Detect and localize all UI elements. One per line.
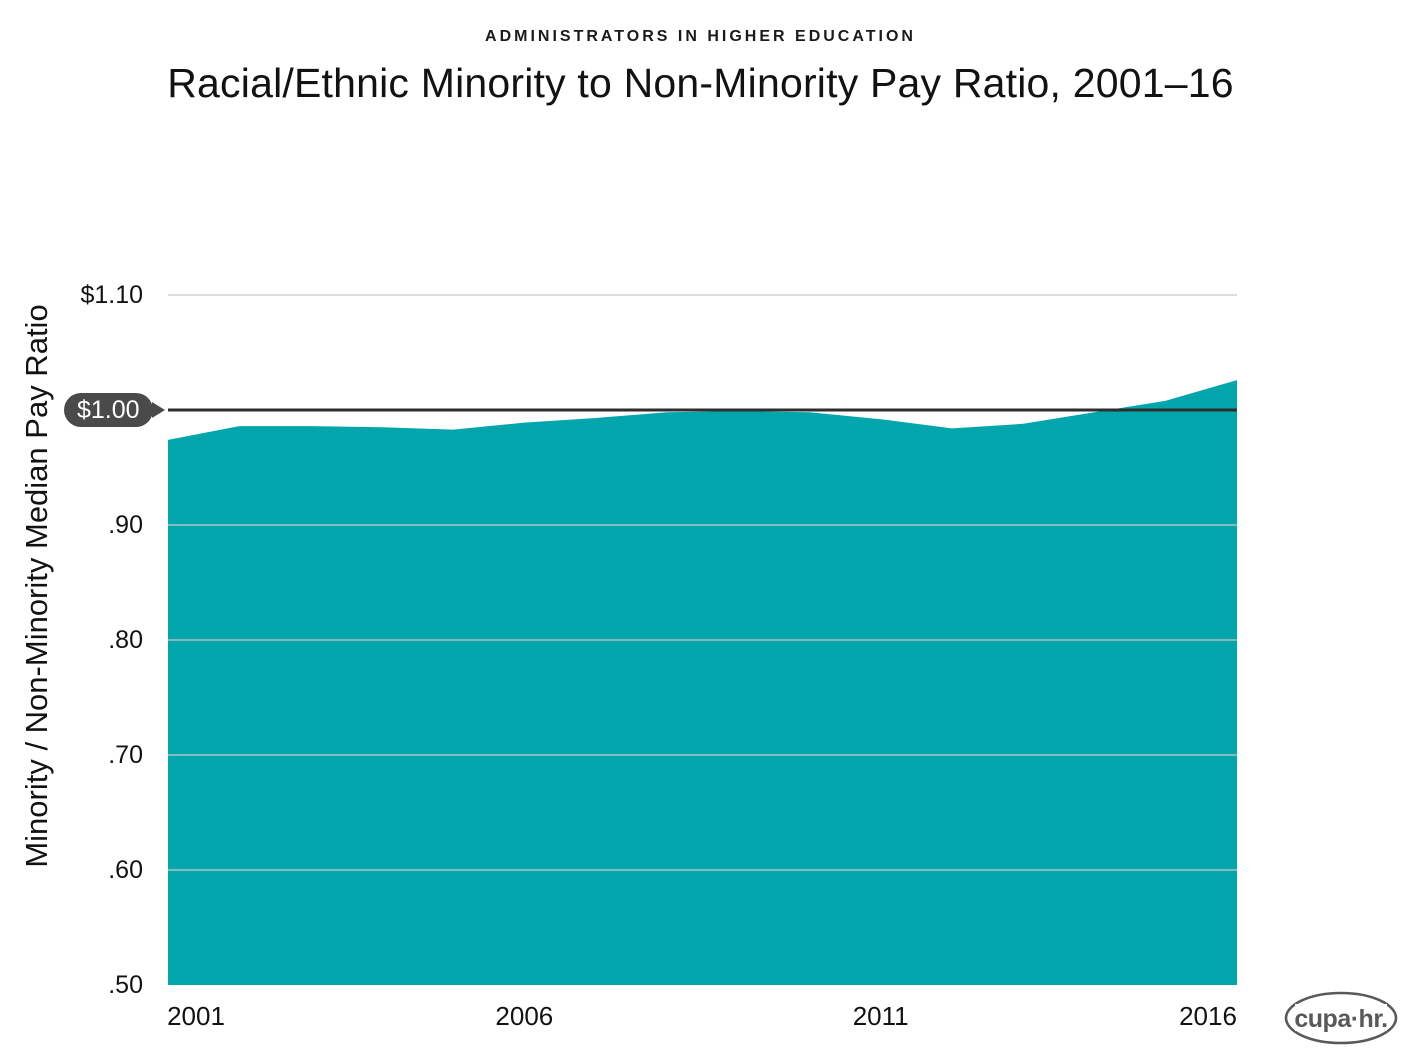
x-tick-label: 2001	[167, 1001, 225, 1031]
y-tick-label: .50	[108, 971, 143, 999]
y-tick-label: $1.10	[80, 281, 143, 309]
reference-line-badge: $1.00	[64, 393, 153, 427]
x-tick-label: 2011	[852, 1001, 909, 1031]
chart-title: Racial/Ethnic Minority to Non-Minority P…	[167, 60, 1234, 106]
cupa-hr-logo: cupa·hr.	[1281, 989, 1401, 1049]
chart-kicker: ADMINISTRATORS IN HIGHER EDUCATION	[485, 28, 916, 45]
y-tick-label: .60	[108, 856, 143, 884]
logo-text: cupa·hr.	[1294, 1005, 1387, 1033]
reference-line-label: $1.00	[77, 395, 140, 424]
logo-swoosh	[1284, 991, 1398, 1045]
area-series	[168, 380, 1237, 986]
y-tick-label: .90	[108, 511, 143, 539]
x-tick-label: 2016	[1179, 1001, 1237, 1031]
y-tick-label: .80	[108, 626, 143, 654]
y-tick-label: .70	[108, 741, 143, 769]
x-tick-label: 2006	[495, 1001, 554, 1031]
